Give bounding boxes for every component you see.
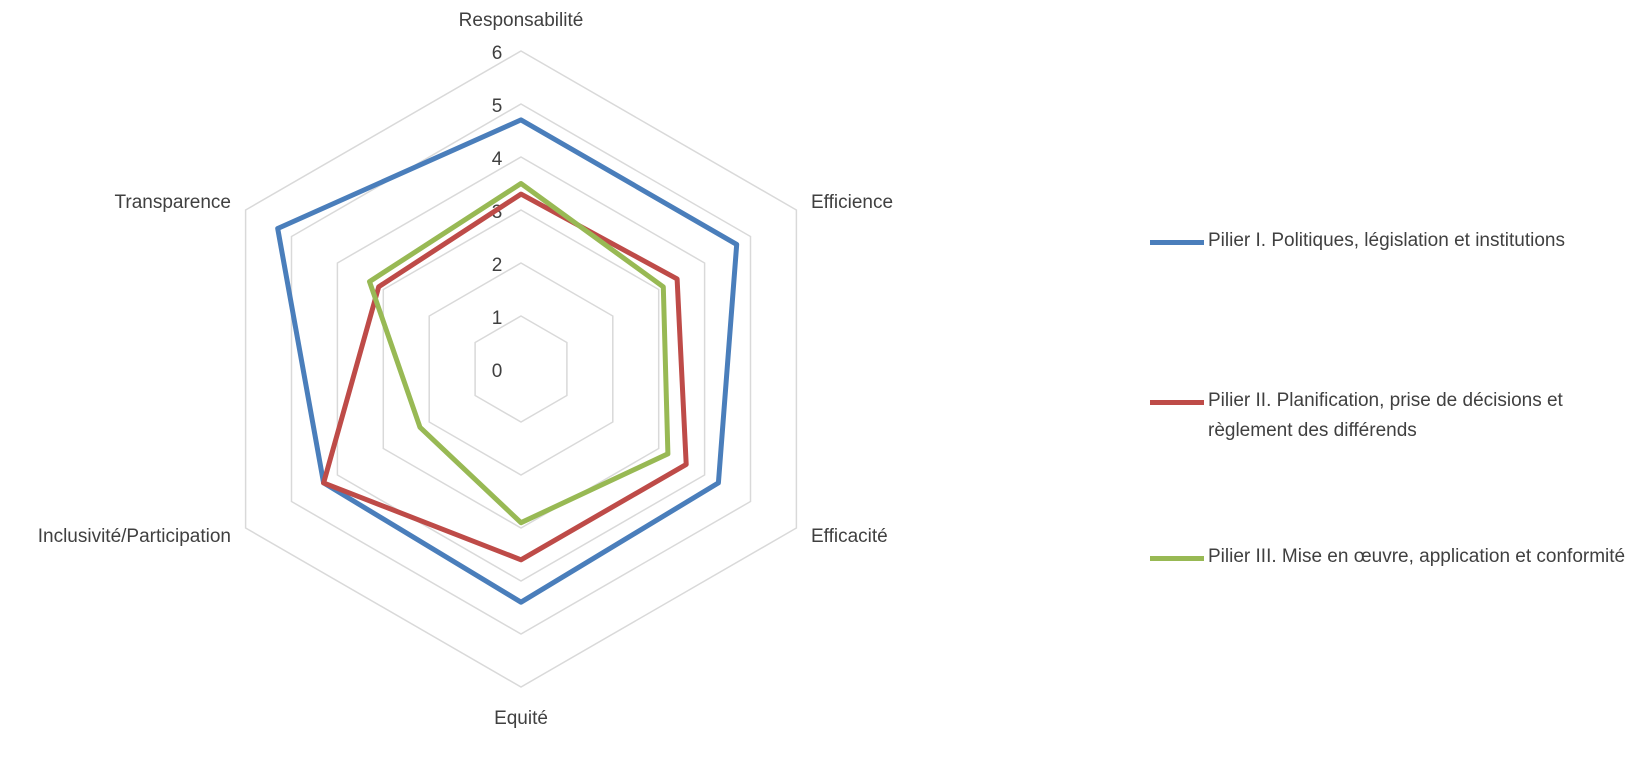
series-line-pilier-1 [275, 117, 740, 605]
legend-item-pilier-1: Pilier I. Politiques, législation et ins… [1150, 230, 1628, 256]
grid-ring-3 [382, 209, 660, 529]
grid-ring-5 [290, 103, 752, 635]
radar-grid [244, 50, 798, 688]
axis-label-2: Efficacité [811, 526, 888, 547]
legend-label-pilier-3: Pilier III. Mise en œuvre, application e… [1208, 546, 1626, 567]
axis-label-0: Responsabilité [459, 10, 584, 31]
legend-swatch-pilier-3 [1150, 556, 1204, 561]
grid-ring-2 [428, 262, 614, 476]
series-line-pilier-3 [367, 181, 671, 526]
tick-label-4: 4 [492, 149, 503, 170]
tick-label-0: 0 [492, 361, 503, 382]
axis-label-3: Equité [494, 708, 548, 729]
legend-label-pilier-2: Pilier II. Planification, prise de décis… [1208, 390, 1563, 441]
grid-ring-1 [474, 315, 568, 423]
grid-ring-4 [336, 156, 706, 582]
tick-label-6: 6 [492, 43, 503, 64]
axis-label-5: Transparence [114, 192, 231, 213]
grid-ring-6 [244, 50, 798, 688]
series-line-pilier-2 [321, 191, 689, 563]
tick-label-2: 2 [492, 255, 503, 276]
legend-item-pilier-3: Pilier III. Mise en œuvre, application e… [1150, 546, 1628, 572]
legend-swatch-pilier-1 [1150, 240, 1204, 245]
axis-label-1: Efficience [811, 192, 893, 213]
tick-label-5: 5 [492, 96, 503, 117]
tick-label-1: 1 [492, 308, 503, 329]
axis-label-4: Inclusivité/Participation [38, 526, 231, 547]
legend-item-pilier-2: Pilier II. Planification, prise de décis… [1150, 390, 1628, 446]
radar-series [275, 117, 740, 605]
legend-swatch-pilier-2 [1150, 400, 1204, 405]
legend-label-pilier-1: Pilier I. Politiques, législation et ins… [1208, 230, 1565, 251]
axis-labels: Responsabilité Efficience Efficacité Equité… [38, 10, 893, 729]
